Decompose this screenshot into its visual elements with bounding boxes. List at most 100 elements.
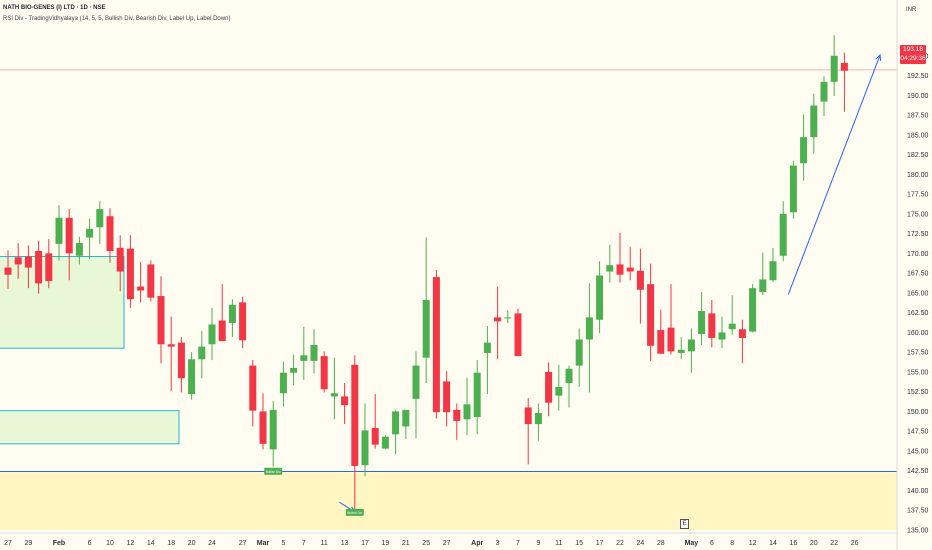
candle-body [545, 371, 553, 403]
demand-zone [0, 410, 180, 445]
bullish-div-label [345, 508, 364, 516]
time-tick-label: 6 [710, 540, 714, 547]
candle-body [565, 368, 573, 383]
time-tick-label: 22 [830, 540, 838, 547]
price-tick-label: 162.50 [907, 310, 929, 317]
time-tick-label: 28 [657, 540, 665, 547]
arrow-head-icon [875, 53, 882, 61]
price-tick-label: 157.50 [907, 350, 929, 357]
candle-body [463, 404, 471, 420]
time-tick-label: 26 [851, 540, 859, 547]
time-tick-label: Feb [53, 540, 65, 547]
candle-body [4, 267, 12, 275]
support-zone [0, 472, 897, 530]
candle-body [422, 299, 430, 358]
bullish-div-label-text: Bullish Div [347, 511, 362, 515]
candle-body [14, 257, 22, 265]
candle-body [555, 386, 563, 396]
candle-body [667, 327, 675, 352]
price-tick-label: 167.50 [907, 271, 929, 278]
candle-body [718, 332, 726, 340]
time-tick-label: 5 [281, 540, 285, 547]
candle-body [106, 216, 114, 251]
last-price-value: 193.18 [903, 46, 923, 53]
candle-body [300, 355, 308, 361]
price-tick-label: 180.00 [907, 172, 929, 179]
time-tick-label: 17 [361, 540, 369, 547]
earnings-marker-icon[interactable]: E [680, 519, 689, 529]
candle-body [96, 209, 104, 228]
candle-body [208, 324, 216, 345]
candle-body [769, 261, 777, 281]
candle-body [188, 359, 196, 395]
candle-body [504, 317, 512, 319]
candle-body [45, 253, 53, 282]
price-axis[interactable]: 195.00192.50190.00187.50185.00182.50180.… [907, 53, 929, 534]
candle-body [279, 372, 287, 394]
price-tick-label: 145.00 [907, 448, 929, 455]
candle-body [749, 288, 757, 332]
time-axis[interactable]: 27 29 Feb 6 10 12 14 18 20 24 27 Mar 5 7 11 13 17 19 21 25 2… [4, 540, 858, 547]
price-tick-label: 147.50 [907, 429, 929, 436]
price-tick-label: 142.50 [907, 468, 929, 475]
candle-body [585, 317, 593, 340]
price-tick-label: 182.50 [907, 152, 929, 159]
candle-body [698, 311, 706, 334]
candle-body [341, 396, 349, 406]
candle-body [381, 436, 389, 449]
time-tick-label: 29 [25, 540, 33, 547]
candle-body [810, 105, 818, 138]
time-tick-label: Mar [257, 540, 270, 547]
candle-body [55, 217, 63, 244]
price-tick-label: 165.00 [907, 290, 929, 297]
candle-body [137, 286, 145, 291]
candle-body [483, 342, 491, 353]
price-tick-label: 155.00 [907, 369, 929, 376]
price-tick-label: 185.00 [907, 132, 929, 139]
candle-body [453, 409, 461, 421]
price-tick-label: 152.50 [907, 389, 929, 396]
price-tick-label: 175.00 [907, 211, 929, 218]
candle-body [24, 256, 32, 268]
candle-body [647, 284, 655, 346]
symbol-title[interactable]: NATH BIO-GENES (I) LTD · 1D · NSE [3, 5, 106, 11]
candle-body [830, 55, 838, 82]
candle-body [636, 270, 644, 290]
time-tick-label: 14 [147, 540, 155, 547]
time-tick-label: 16 [790, 540, 798, 547]
candle-body [75, 243, 83, 256]
candle-body [218, 320, 226, 342]
time-tick-label: 24 [637, 540, 645, 547]
time-tick-label: 27 [239, 540, 247, 547]
candle-body [800, 137, 808, 164]
candle-body [443, 381, 451, 413]
time-tick-label: 9 [536, 540, 540, 547]
candle-layer [4, 35, 848, 511]
candle-body [840, 62, 848, 71]
indicator-legend[interactable]: RSI Div - TradingVidhyalaya (14, 5, 5, B… [3, 16, 231, 22]
zone-layer [0, 256, 897, 530]
candle-body [432, 277, 440, 413]
candle-body [157, 296, 165, 345]
candle-body [728, 323, 736, 330]
candle-body [228, 304, 236, 323]
candle-body [657, 330, 665, 354]
candle-body [249, 365, 257, 411]
time-tick-label: 14 [769, 540, 777, 547]
time-tick-label: 11 [555, 540, 562, 547]
price-tick-label: 192.50 [907, 73, 929, 80]
candle-body [65, 217, 73, 254]
price-tick-label: 140.00 [907, 488, 929, 495]
candle-body [402, 409, 410, 427]
price-tick-label: 187.50 [907, 113, 929, 120]
price-tick-label: 190.00 [907, 93, 929, 100]
candle-body [494, 317, 502, 322]
candle-body [198, 346, 206, 360]
candle-body [239, 302, 247, 341]
last-price-badge: 193.18 04:29:36 [900, 45, 926, 64]
time-tick-label: 10 [106, 540, 114, 547]
candle-body [514, 313, 522, 357]
candle-body [677, 349, 685, 353]
annotation-layer: Bullish Div Bullish Div [264, 53, 882, 516]
